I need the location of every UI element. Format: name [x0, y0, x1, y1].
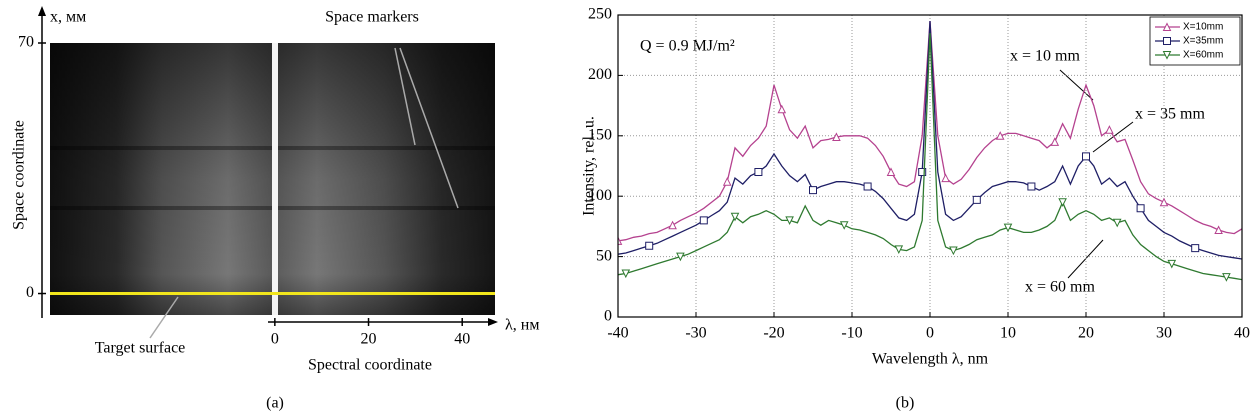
marker	[1162, 22, 1172, 31]
plot: -40 -30 -20 -10 0 10 20 30 40 0 50 100 150 200 250 X=10…	[588, 6, 1250, 342]
marker	[1105, 125, 1114, 134]
annotation: x = 35 mm	[1135, 106, 1205, 123]
marker	[1003, 223, 1013, 233]
legend-label: X=35mm	[1183, 36, 1223, 47]
series-line	[618, 33, 1242, 281]
marker	[777, 104, 787, 114]
marker	[621, 269, 631, 279]
x-tick-label: -40	[607, 325, 628, 342]
annotation: Space markers	[325, 9, 419, 26]
x-axis-title: Wavelength λ, nm	[872, 351, 989, 368]
annotation: Target surface	[95, 340, 186, 357]
marker	[886, 167, 896, 177]
y-tick-label: 0	[604, 308, 612, 325]
marker	[699, 216, 708, 225]
marker	[1082, 152, 1090, 161]
marker	[1163, 37, 1171, 45]
y-tick-label: 150	[588, 126, 612, 143]
target-surface-line	[50, 292, 495, 295]
marker	[722, 177, 732, 186]
x-axis-label: λ, нм	[505, 317, 539, 334]
legend-label: X=60mm	[1183, 50, 1223, 61]
panel-label: (a)	[266, 395, 284, 412]
marker	[1112, 218, 1122, 228]
marker	[1027, 182, 1036, 191]
marker	[1191, 244, 1200, 253]
marker	[1058, 198, 1067, 207]
marker	[618, 236, 623, 245]
marker	[730, 212, 740, 222]
marker	[863, 182, 872, 191]
marker	[972, 195, 981, 204]
x-tick-label: -30	[685, 325, 706, 342]
legend-label: X=10mm	[1183, 22, 1223, 33]
y-tick-label: 250	[588, 6, 612, 23]
marker	[754, 168, 763, 177]
marker	[1050, 137, 1060, 146]
panel-a: x, мм Space coordinate λ, нм Spectral co…	[11, 6, 539, 412]
annotation: x = 60 mm	[1025, 279, 1095, 296]
y-axis-title: Space coordinate	[11, 120, 28, 230]
x-axis-title: Spectral coordinate	[308, 357, 432, 374]
x-tick-label: 10	[1000, 325, 1016, 342]
spectrogram-image	[50, 43, 495, 315]
marker	[1222, 273, 1231, 282]
series-line	[618, 20, 1242, 260]
y-tick-label: 70	[18, 34, 34, 51]
marker	[941, 173, 950, 183]
x-tick-label: 0	[271, 331, 279, 348]
x-tick-label: 40	[454, 331, 470, 348]
marker	[668, 220, 677, 230]
x-tick-label: -20	[763, 325, 784, 342]
x-tick-label: 20	[1078, 325, 1094, 342]
plot-frame	[617, 14, 1243, 318]
marker	[809, 186, 817, 195]
series-group	[618, 20, 1242, 282]
x-tick-label: 40	[1234, 325, 1250, 342]
y-axis-title: Intensity, rel. u.	[581, 116, 598, 216]
y-axis-label: x, мм	[50, 9, 86, 26]
panel-b: Q = 0.9 MJ/m² x = 10 mm x = 35 mm x = 60…	[581, 6, 1250, 412]
legend: X=10mm X=35mm X=60mm	[1149, 16, 1241, 66]
marker	[1167, 259, 1177, 269]
marker	[1159, 197, 1169, 207]
marker	[832, 132, 841, 142]
annotation: x = 10 mm	[1010, 48, 1080, 65]
marker	[894, 245, 904, 254]
marker	[949, 246, 958, 256]
marker	[995, 131, 1005, 140]
x-tick-label: 30	[1156, 325, 1172, 342]
marker	[785, 216, 794, 225]
x-tick-label: 20	[361, 331, 377, 348]
x-tick-label: 0	[926, 325, 934, 342]
y-tick-label: 50	[596, 247, 612, 264]
marker	[1214, 225, 1223, 235]
annotation: Q = 0.9 MJ/m²	[640, 38, 735, 55]
marker	[1136, 204, 1145, 213]
marker	[645, 241, 654, 250]
y-tick-label: 0	[26, 284, 34, 301]
y-tick-label: 200	[588, 66, 612, 83]
marker	[1162, 51, 1172, 60]
x-tick-label: -10	[841, 325, 862, 342]
marker	[839, 221, 849, 230]
marker	[676, 252, 685, 262]
panel-label: (b)	[896, 395, 915, 412]
y-tick-label: 100	[588, 187, 612, 204]
